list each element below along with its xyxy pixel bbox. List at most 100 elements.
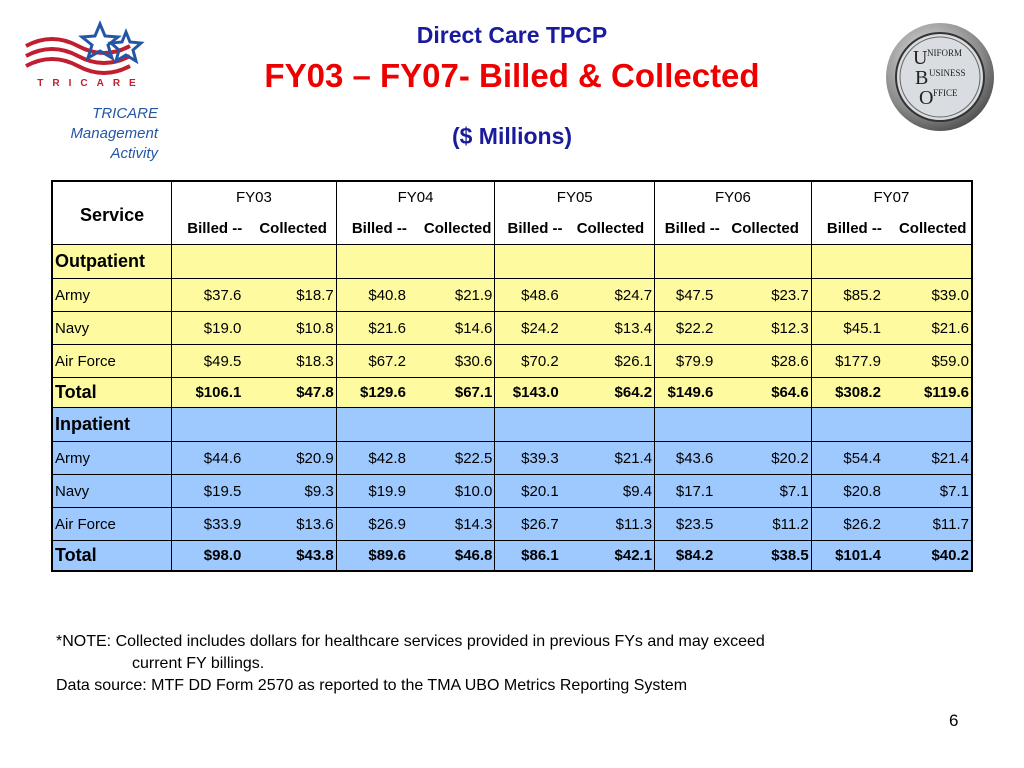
- section-label: Inpatient: [51, 407, 173, 442]
- billed-cell: $49.5: [171, 344, 258, 378]
- empty-cell: [654, 244, 812, 279]
- year-header: FY05: [494, 180, 656, 213]
- empty-cell: [810, 407, 973, 442]
- collected-cell: $119.6: [896, 377, 973, 408]
- billed-cell: $89.6: [335, 540, 422, 571]
- table-row: Navy $19.5 $9.3 $19.9 $10.0 $20.1 $9.4 $17.1 $7.…: [51, 474, 973, 508]
- collected-cell: $42.1: [574, 540, 656, 571]
- collected-cell: $28.6: [729, 344, 812, 378]
- billed-cell: $26.2: [810, 507, 897, 541]
- billed-cell: $20.1: [494, 474, 575, 508]
- collected-header: Collected: [421, 213, 496, 245]
- total-row: Total $98.0 $43.8 $89.6 $46.8 $86.1 $42.1 $84.2…: [51, 540, 973, 571]
- billed-cell: $177.9: [810, 344, 897, 378]
- collected-cell: $13.4: [574, 311, 656, 345]
- collected-cell: $14.6: [421, 311, 496, 345]
- seal-letter-o: O: [919, 87, 933, 109]
- billed-cell: $85.2: [810, 278, 897, 312]
- svg-text:NIFORM: NIFORM: [927, 48, 962, 58]
- billed-cell: $86.1: [494, 540, 575, 571]
- tricare-logo: TRICARE TRICARE Management Activity: [18, 14, 158, 162]
- collected-cell: $21.4: [896, 441, 973, 475]
- collected-cell: $10.0: [421, 474, 496, 508]
- note-line-2: current FY billings.: [132, 655, 265, 672]
- collected-cell: $64.6: [729, 377, 812, 408]
- collected-cell: $67.1: [421, 377, 496, 408]
- service-header: Service: [51, 180, 173, 245]
- billed-cell: $48.6: [494, 278, 575, 312]
- slide-title: Direct Care TPCP: [416, 22, 608, 48]
- billed-cell: $129.6: [335, 377, 422, 408]
- billed-cell: $308.2: [810, 377, 897, 408]
- collected-cell: $12.3: [729, 311, 812, 345]
- collected-cell: $40.2: [896, 540, 973, 571]
- collected-cell: $24.7: [574, 278, 656, 312]
- billed-cell: $67.2: [335, 344, 422, 378]
- unit-label: ($ Millions): [451, 123, 573, 149]
- table-row: Navy $19.0 $10.8 $21.6 $14.6 $24.2 $13.4 $22.2 $…: [51, 311, 973, 345]
- collected-cell: $47.8: [257, 377, 337, 408]
- total-label: Total: [51, 540, 173, 571]
- billed-cell: $23.5: [654, 507, 730, 541]
- collected-cell: $9.3: [257, 474, 337, 508]
- billed-cell: $39.3: [494, 441, 575, 475]
- section-label: Outpatient: [51, 244, 173, 279]
- collected-cell: $18.3: [257, 344, 337, 378]
- collected-cell: $11.7: [896, 507, 973, 541]
- tma-line-2: Management: [70, 125, 158, 142]
- billed-cell: $21.6: [335, 311, 422, 345]
- service-label: Air Force: [51, 344, 173, 378]
- tma-line-1: TRICARE: [92, 105, 158, 122]
- billed-cell: $26.9: [335, 507, 422, 541]
- total-label: Total: [51, 377, 173, 408]
- collected-cell: $22.5: [421, 441, 496, 475]
- billed-cell: $79.9: [654, 344, 730, 378]
- empty-cell: [171, 244, 337, 279]
- billed-cell: $37.6: [171, 278, 258, 312]
- slide-subtitle: FY03 – FY07- Billed & Collected: [264, 57, 760, 94]
- year-header: FY06: [654, 180, 812, 213]
- billed-header: Billed --: [494, 213, 575, 245]
- billed-cell: $84.2: [654, 540, 730, 571]
- collected-cell: $21.9: [421, 278, 496, 312]
- billed-cell: $22.2: [654, 311, 730, 345]
- empty-cell: [171, 407, 337, 442]
- header-row-billed-collected: Billed -- Collected Billed -- Collected Bill…: [52, 213, 973, 245]
- collected-cell: $20.9: [257, 441, 337, 475]
- empty-cell: [494, 244, 656, 279]
- section-header-row: Inpatient: [51, 407, 973, 442]
- collected-cell: $14.3: [421, 507, 496, 541]
- billed-cell: $47.5: [654, 278, 730, 312]
- billed-collected-table: Service FY03 FY04 FY05 FY06 FY07 Billed …: [51, 180, 973, 572]
- table-row: Air Force $33.9 $13.6 $26.9 $14.3 $26.7 $11.3 $…: [51, 507, 973, 541]
- service-label: Navy: [51, 474, 173, 508]
- service-label: Army: [51, 278, 173, 312]
- billed-cell: $19.9: [335, 474, 422, 508]
- tma-line-3: Activity: [110, 145, 158, 162]
- collected-cell: $7.1: [896, 474, 973, 508]
- tricare-flag-icon: [25, 20, 145, 75]
- billed-cell: $26.7: [494, 507, 575, 541]
- data-source: Data source: MTF DD Form 2570 as reporte…: [56, 677, 688, 694]
- svg-text:FFICE: FFICE: [933, 88, 958, 98]
- billed-cell: $33.9: [171, 507, 258, 541]
- total-row: Total $106.1 $47.8 $129.6 $67.1 $143.0 $64.2 $1…: [51, 377, 973, 408]
- page-number: 6: [949, 711, 959, 730]
- billed-header: Billed --: [810, 213, 897, 245]
- seal-letter-u: U: [913, 47, 928, 69]
- collected-cell: $38.5: [729, 540, 812, 571]
- billed-cell: $44.6: [171, 441, 258, 475]
- collected-cell: $11.2: [729, 507, 812, 541]
- header-row-years: Service FY03 FY04 FY05 FY06 FY07: [51, 180, 973, 245]
- collected-cell: $21.4: [574, 441, 656, 475]
- billed-cell: $19.0: [171, 311, 258, 345]
- collected-cell: $21.6: [896, 311, 973, 345]
- billed-header: Billed --: [335, 213, 422, 245]
- billed-cell: $24.2: [494, 311, 575, 345]
- collected-cell: $64.2: [574, 377, 656, 408]
- billed-cell: $106.1: [171, 377, 258, 408]
- billed-header: Billed --: [654, 213, 730, 245]
- collected-cell: $43.8: [257, 540, 337, 571]
- billed-cell: $42.8: [335, 441, 422, 475]
- billed-cell: $98.0: [171, 540, 258, 571]
